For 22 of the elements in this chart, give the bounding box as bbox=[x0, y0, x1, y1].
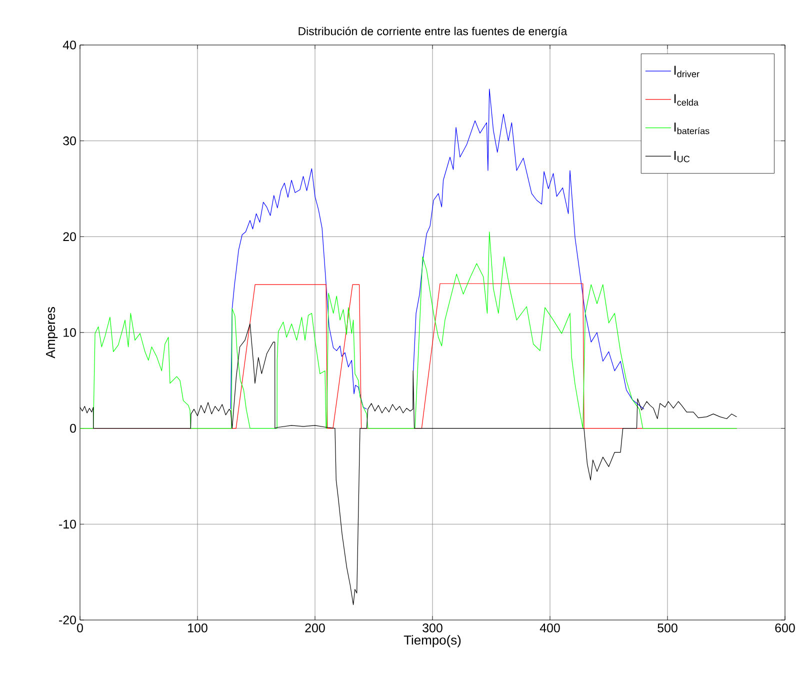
y-tick-label: -10 bbox=[59, 520, 76, 529]
legend-label: I$_{driver}$ bbox=[674, 66, 700, 78]
x-axis-title: Tiempo(s) bbox=[404, 635, 461, 648]
y-tick-label: -20 bbox=[59, 616, 76, 624]
x-tick-label: 400 bbox=[540, 624, 560, 632]
line-series bbox=[80, 232, 738, 429]
legend-label: I$_{baterías}$ bbox=[674, 122, 710, 134]
legend-label: I$_{UC}$ bbox=[674, 150, 690, 162]
x-tick-label: 100 bbox=[188, 624, 208, 632]
y-tick-label: 10 bbox=[64, 328, 76, 337]
y-tick-label: 20 bbox=[63, 232, 76, 242]
y-tick-label: 0 bbox=[70, 424, 76, 433]
x-tick-label: 200 bbox=[305, 624, 325, 632]
x-tick-label: 300 bbox=[422, 624, 442, 632]
y-tick-label: 40 bbox=[62, 40, 76, 50]
y-tick-label: 30 bbox=[63, 136, 76, 146]
legend-label: I$_{celda}$ bbox=[674, 94, 699, 106]
chart-title: Distribución de corriente entre las fuentes de energía bbox=[298, 26, 568, 38]
x-tick-label: 600 bbox=[775, 624, 795, 632]
y-axis-title: Amperes bbox=[46, 307, 58, 358]
x-tick-label: 500 bbox=[658, 624, 678, 632]
x-tick-label: 0 bbox=[77, 624, 83, 632]
